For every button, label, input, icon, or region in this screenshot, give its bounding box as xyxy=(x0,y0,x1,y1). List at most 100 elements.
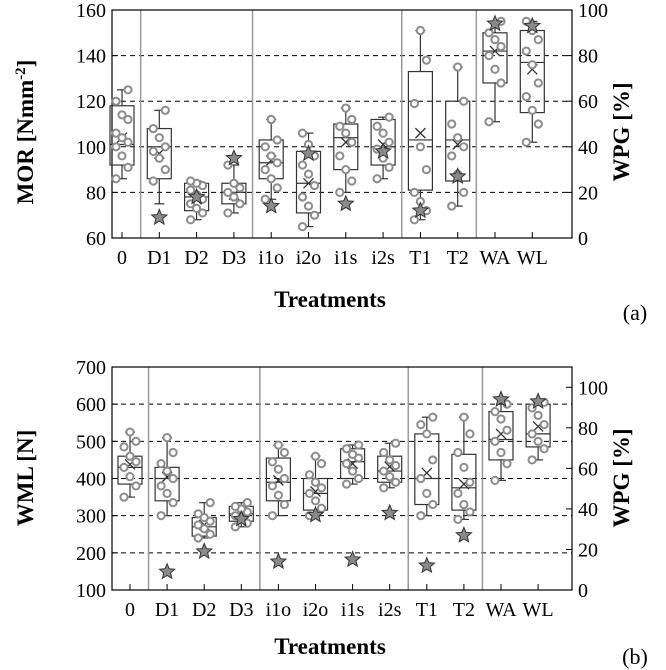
panel-a: MOR [Nmm-2] WPG [%] Treatments (a) 60 80 1… xyxy=(13,0,647,325)
panel-b-data-point xyxy=(304,470,315,480)
panel-b-y-tick-label: 300 xyxy=(76,506,106,528)
panel-b-data-point xyxy=(310,451,321,461)
panel-a-data-point xyxy=(459,142,469,152)
panel-b-wpg-star xyxy=(380,503,399,521)
mean-marker xyxy=(414,127,426,139)
panel-b-y2-tick-label: 0 xyxy=(578,580,588,602)
panel-b-y-tick-label: 600 xyxy=(76,394,106,416)
iqr-box xyxy=(488,411,514,461)
panel-b-data-point xyxy=(125,427,135,437)
panel-b-data-point xyxy=(422,488,432,498)
panel-a-data-point xyxy=(496,41,506,52)
panel-a-data-point xyxy=(229,192,239,202)
iqr-box xyxy=(407,70,433,191)
panel-b-data-point xyxy=(342,444,352,454)
panel-b-data-point xyxy=(533,436,543,446)
panel-b-data-point xyxy=(453,514,463,524)
panel-b-data-point xyxy=(459,412,469,422)
panel-b-data-point xyxy=(459,499,469,510)
panel-a-data-point xyxy=(521,46,531,56)
panel-a-data-point xyxy=(421,165,431,175)
panel-b-data-point xyxy=(428,499,438,510)
panel-a-x-tick-label: i1s xyxy=(334,247,358,269)
panel-a-data-point xyxy=(341,103,351,113)
panel-a-wpg-star xyxy=(486,14,504,32)
iqr-box xyxy=(370,118,396,166)
panel-b-data-point xyxy=(385,455,395,465)
panel-a-y2-tick-label: 100 xyxy=(578,0,608,22)
panel-b-x-tick-label: 0 xyxy=(125,599,135,621)
panel-b-data-point xyxy=(527,455,537,465)
panel-b-data-point xyxy=(119,492,129,502)
panel-b: WML [N] WPG [%] Treatments (b) 100200300… xyxy=(13,357,648,669)
panel-b-data-point xyxy=(416,511,426,521)
panel-a-x-tick-label: 0 xyxy=(117,247,127,269)
panel-b-data-point xyxy=(453,447,463,458)
panel-b-x-tick-label: WL xyxy=(523,599,554,621)
panel-b-data-point xyxy=(162,433,172,443)
panel-b-data-point xyxy=(304,488,315,498)
panel-a-data-point xyxy=(160,142,170,152)
panel-a-data-point xyxy=(186,185,196,195)
panel-b-data-point xyxy=(496,414,506,424)
panel-b-data-point xyxy=(267,511,277,521)
panel-b-data-point xyxy=(354,440,364,450)
panel-b-data-point xyxy=(310,496,321,506)
panel-b-wpg-star xyxy=(343,550,362,568)
panel-a-data-point xyxy=(341,165,351,175)
panel-b-data-point xyxy=(502,425,512,435)
panel-a-data-point xyxy=(260,165,270,175)
panel-a-data-point xyxy=(521,137,531,147)
panel-b-data-point xyxy=(385,472,395,482)
panel-b-data-point xyxy=(168,498,178,508)
panel-a-data-point xyxy=(198,208,208,218)
panel-b-data-point xyxy=(131,481,141,491)
panel-b-data-point xyxy=(348,466,358,476)
panel-a-data-point xyxy=(154,133,164,143)
panel-b-data-point xyxy=(391,460,401,471)
panel-b-data-point xyxy=(316,503,327,513)
panel-a-data-point xyxy=(160,105,170,115)
panel-a-data-point xyxy=(192,203,202,213)
panel-a-data-point xyxy=(347,137,357,147)
panel-b-tag: (b) xyxy=(622,644,648,669)
panel-a-data-point xyxy=(372,174,382,184)
iqr-box xyxy=(445,100,471,182)
panel-b-data-point xyxy=(242,498,252,508)
panel-b-data-point xyxy=(279,499,289,510)
panel-b-data-point xyxy=(416,420,426,430)
panel-a-data-point xyxy=(335,121,345,131)
panel-b-data-point xyxy=(310,477,321,487)
panel-a-data-point xyxy=(409,187,419,197)
panel-a-y-axis-title: MOR [Nmm-2] xyxy=(13,60,38,205)
panel-b-data-point xyxy=(428,412,438,422)
panel-b-y2-tick-label: 40 xyxy=(578,499,598,521)
panel-b-data-point xyxy=(168,447,178,458)
panel-a-data-point xyxy=(453,133,463,143)
panel-a-wpg-star xyxy=(411,201,430,219)
panel-a-data-point xyxy=(421,55,431,65)
panel-b-wpg-star xyxy=(195,542,214,560)
panel-a-data-point xyxy=(533,35,543,45)
panel-b-x-tick-label: T2 xyxy=(453,599,475,621)
panel-a-data-point xyxy=(297,160,308,170)
panel-b-data-point xyxy=(391,477,401,487)
panel-b-wpg-star xyxy=(306,505,325,523)
panel-a-x-tick-label: i2s xyxy=(371,247,395,269)
panel-b-data-point xyxy=(316,459,327,469)
panel-b-data-point xyxy=(465,477,475,487)
panel-a-data-point xyxy=(123,114,133,125)
panel-a-data-point xyxy=(335,151,345,161)
panel-a-data-point xyxy=(372,121,382,131)
panel-b-y2-tick-label: 60 xyxy=(578,458,598,480)
panel-a-data-point xyxy=(409,98,419,109)
panel-a-data-point xyxy=(297,192,308,202)
panel-b-y-tick-label: 100 xyxy=(76,580,106,602)
panel-a-data-point xyxy=(148,146,158,156)
panel-a-data-point xyxy=(459,96,469,106)
panel-a-wpg-star xyxy=(448,167,467,184)
panel-b-data-point xyxy=(539,420,549,430)
panel-a-data-point xyxy=(186,215,196,225)
panel-b-wpg-star xyxy=(529,392,547,409)
panel-b-data-point xyxy=(205,529,215,539)
